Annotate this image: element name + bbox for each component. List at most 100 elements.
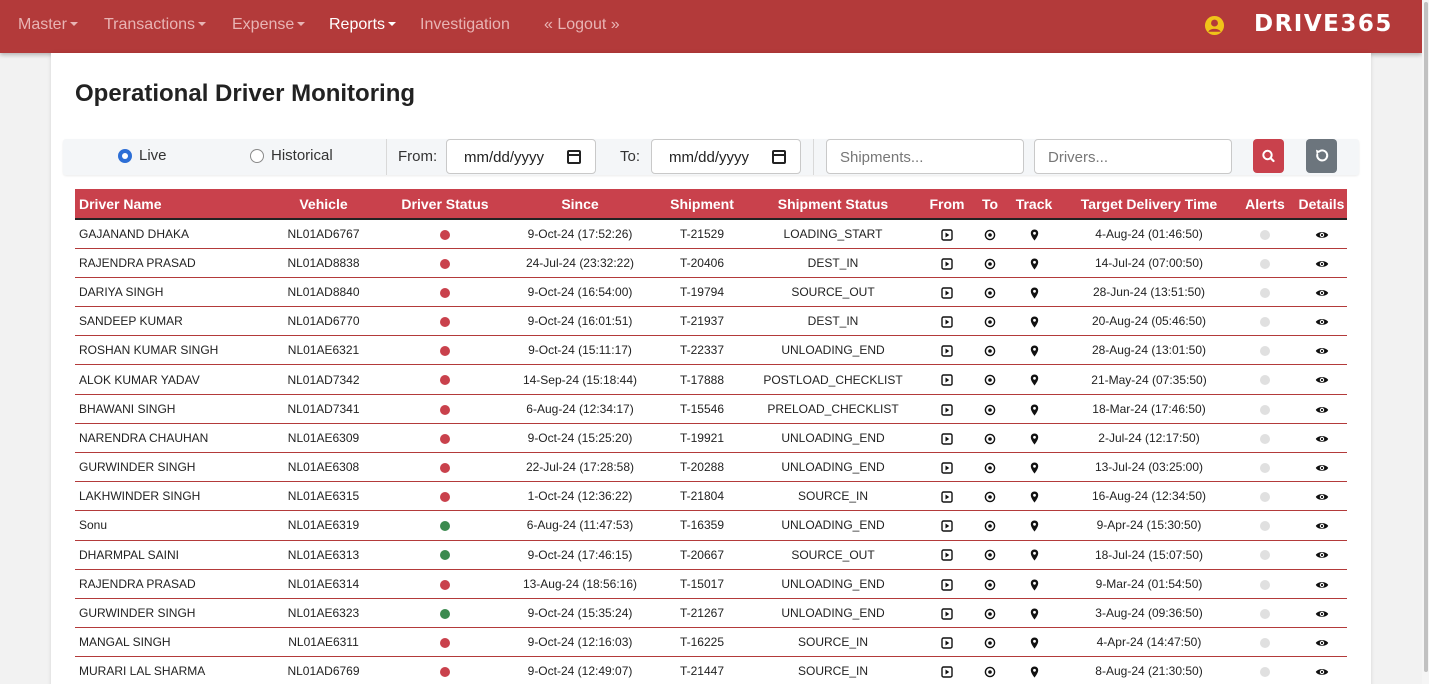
play-square-icon[interactable] xyxy=(941,666,953,678)
to-cell[interactable] xyxy=(976,394,1004,424)
nav-reports[interactable]: Reports xyxy=(329,16,397,34)
target-icon[interactable] xyxy=(984,520,996,532)
target-icon[interactable] xyxy=(984,433,996,445)
historical-radio-label[interactable]: Historical xyxy=(271,147,333,164)
map-pin-icon[interactable] xyxy=(1030,608,1039,620)
from-cell[interactable] xyxy=(918,306,976,337)
shipments-input[interactable]: Shipments... xyxy=(826,139,1024,174)
track-cell[interactable] xyxy=(1004,452,1064,483)
to-cell[interactable] xyxy=(976,248,1004,278)
details-cell[interactable] xyxy=(1296,627,1347,658)
map-pin-icon[interactable] xyxy=(1030,258,1039,270)
target-icon[interactable] xyxy=(984,637,996,649)
from-cell[interactable] xyxy=(918,219,976,249)
target-icon[interactable] xyxy=(984,666,996,678)
column-header[interactable]: Vehicle xyxy=(261,189,386,220)
track-cell[interactable] xyxy=(1004,627,1064,658)
from-cell[interactable] xyxy=(918,481,976,512)
eye-icon[interactable] xyxy=(1315,375,1329,385)
to-cell[interactable] xyxy=(976,598,1004,629)
to-cell[interactable] xyxy=(976,452,1004,483)
target-icon[interactable] xyxy=(984,462,996,474)
details-cell[interactable] xyxy=(1296,510,1347,541)
map-pin-icon[interactable] xyxy=(1030,520,1039,532)
map-pin-icon[interactable] xyxy=(1030,549,1039,561)
from-cell[interactable] xyxy=(918,248,976,278)
play-square-icon[interactable] xyxy=(941,549,953,562)
to-cell[interactable] xyxy=(976,306,1004,337)
target-icon[interactable] xyxy=(984,579,996,591)
table-row[interactable]: DHARMPAL SAINI NL01AE6313 9-Oct-24 (17:46:… xyxy=(75,540,1347,570)
target-icon[interactable] xyxy=(984,608,996,620)
from-cell[interactable] xyxy=(918,540,976,570)
eye-icon[interactable] xyxy=(1315,609,1329,619)
table-row[interactable]: SANDEEP KUMAR NL01AD6770 9-Oct-24 (16:01:5… xyxy=(75,306,1347,337)
drivers-input[interactable]: Drivers... xyxy=(1034,139,1232,174)
reset-button[interactable] xyxy=(1306,139,1337,173)
track-cell[interactable] xyxy=(1004,364,1064,395)
from-cell[interactable] xyxy=(918,423,976,454)
play-square-icon[interactable] xyxy=(941,608,953,620)
play-square-icon[interactable] xyxy=(941,433,953,445)
table-row[interactable]: ROSHAN KUMAR SINGH NL01AE6321 9-Oct-24 (15… xyxy=(75,335,1347,366)
map-pin-icon[interactable] xyxy=(1030,287,1039,299)
target-icon[interactable] xyxy=(984,549,996,561)
calendar-icon[interactable] xyxy=(772,150,786,164)
nav-master[interactable]: Master xyxy=(18,16,78,34)
details-cell[interactable] xyxy=(1296,248,1347,278)
column-header[interactable]: Shipment xyxy=(656,189,748,220)
to-cell[interactable] xyxy=(976,481,1004,512)
table-row[interactable]: LAKHWINDER SINGH NL01AE6315 1-Oct-24 (12:3… xyxy=(75,481,1347,512)
eye-icon[interactable] xyxy=(1315,405,1329,415)
from-cell[interactable] xyxy=(918,452,976,483)
play-square-icon[interactable] xyxy=(941,316,953,328)
track-cell[interactable] xyxy=(1004,248,1064,278)
to-cell[interactable] xyxy=(976,335,1004,366)
eye-icon[interactable] xyxy=(1315,259,1329,269)
eye-icon[interactable] xyxy=(1315,492,1329,502)
play-square-icon[interactable] xyxy=(941,228,953,241)
column-header[interactable]: Target Delivery Time xyxy=(1064,189,1234,220)
eye-icon[interactable] xyxy=(1315,288,1329,298)
historical-radio[interactable] xyxy=(250,149,264,163)
track-cell[interactable] xyxy=(1004,219,1064,249)
eye-icon[interactable] xyxy=(1315,521,1329,531)
eye-icon[interactable] xyxy=(1315,580,1329,590)
column-header[interactable]: Driver Name xyxy=(75,189,261,220)
track-cell[interactable] xyxy=(1004,394,1064,424)
to-cell[interactable] xyxy=(976,569,1004,599)
track-cell[interactable] xyxy=(1004,277,1064,308)
details-cell[interactable] xyxy=(1296,394,1347,424)
map-pin-icon[interactable] xyxy=(1030,345,1039,357)
table-row[interactable]: RAJENDRA PRASAD NL01AD8838 24-Jul-24 (23:3… xyxy=(75,248,1347,278)
target-icon[interactable] xyxy=(984,287,996,299)
map-pin-icon[interactable] xyxy=(1030,433,1039,445)
to-cell[interactable] xyxy=(976,277,1004,308)
from-cell[interactable] xyxy=(918,277,976,308)
column-header[interactable]: Since xyxy=(504,189,656,220)
play-square-icon[interactable] xyxy=(941,403,953,416)
to-date-input[interactable]: mm/dd/yyyy xyxy=(651,139,801,174)
column-header[interactable]: Shipment Status xyxy=(748,189,918,220)
to-cell[interactable] xyxy=(976,540,1004,570)
table-row[interactable]: Sonu NL01AE6319 6-Aug-24 (11:47:53) T-16359… xyxy=(75,510,1347,541)
column-header[interactable]: Alerts xyxy=(1234,189,1296,220)
details-cell[interactable] xyxy=(1296,423,1347,454)
live-radio[interactable] xyxy=(118,149,132,163)
details-cell[interactable] xyxy=(1296,540,1347,570)
map-pin-icon[interactable] xyxy=(1030,404,1039,416)
search-button[interactable] xyxy=(1253,139,1284,173)
from-date-input[interactable]: mm/dd/yyyy xyxy=(446,139,596,174)
eye-icon[interactable] xyxy=(1315,230,1329,240)
details-cell[interactable] xyxy=(1296,335,1347,366)
table-row[interactable]: DARIYA SINGH NL01AD8840 9-Oct-24 (16:54:00… xyxy=(75,277,1347,308)
from-cell[interactable] xyxy=(918,569,976,599)
track-cell[interactable] xyxy=(1004,335,1064,366)
nav-transactions[interactable]: Transactions xyxy=(104,16,206,34)
eye-icon[interactable] xyxy=(1315,667,1329,677)
details-cell[interactable] xyxy=(1296,569,1347,599)
map-pin-icon[interactable] xyxy=(1030,637,1039,649)
calendar-icon[interactable] xyxy=(567,150,581,164)
from-cell[interactable] xyxy=(918,510,976,541)
track-cell[interactable] xyxy=(1004,598,1064,629)
